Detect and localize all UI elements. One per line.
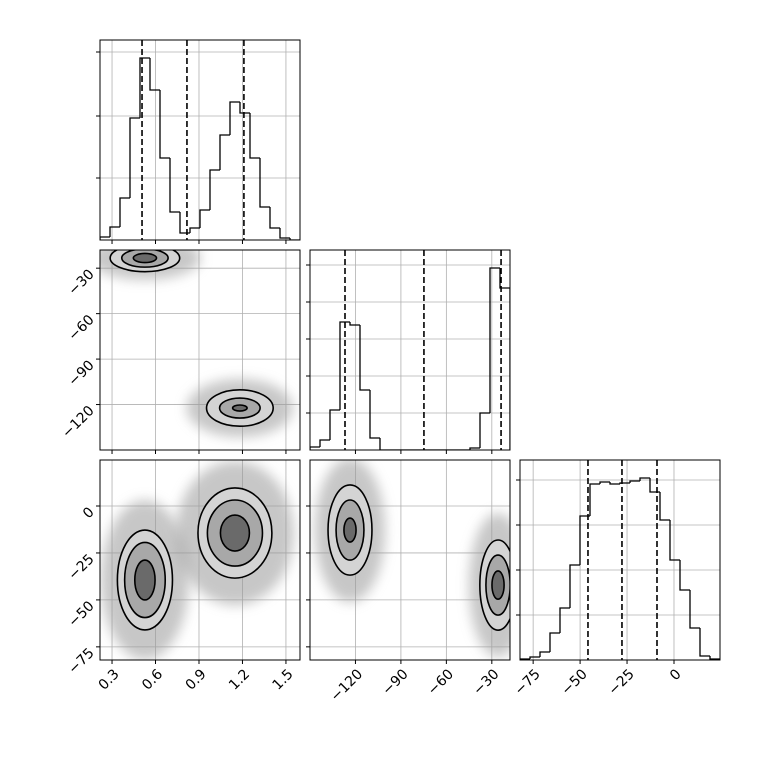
histogram-step	[119, 197, 130, 227]
histogram-step	[679, 560, 690, 591]
histogram-step	[669, 520, 680, 561]
histogram-step	[629, 480, 640, 483]
histogram-step	[379, 438, 390, 450]
histogram-step	[559, 607, 570, 633]
histogram-step	[659, 492, 670, 521]
y-tick-label: −120	[59, 403, 98, 442]
x-tick-label: −60	[425, 666, 457, 698]
histogram-step	[539, 651, 550, 657]
histogram-step	[589, 483, 600, 516]
histogram-step	[239, 102, 250, 114]
density-panel	[314, 460, 510, 658]
contour	[133, 559, 156, 601]
y-tick-label: −25	[65, 551, 97, 583]
density-panel	[100, 250, 294, 438]
histogram-step	[179, 212, 190, 234]
histogram-step	[189, 227, 200, 233]
histogram-step	[319, 439, 330, 447]
density-panel	[100, 460, 295, 660]
contour	[491, 570, 505, 600]
x-tick-label: 1.5	[270, 666, 297, 693]
histogram-step	[149, 58, 160, 91]
contour	[132, 252, 158, 264]
histogram-step	[349, 322, 360, 326]
histogram-step	[279, 228, 290, 239]
histogram-step	[219, 134, 230, 170]
histogram-step	[689, 590, 700, 629]
histogram-step	[619, 482, 630, 484]
histogram-step	[529, 656, 540, 659]
histogram-step	[699, 628, 710, 657]
x-tick-label: −50	[559, 666, 591, 698]
histogram-step	[499, 268, 510, 450]
histogram-step	[129, 117, 140, 198]
histogram-step	[259, 158, 270, 208]
panel-frame	[309, 249, 511, 451]
histogram-step	[369, 390, 380, 439]
histogram-step	[569, 564, 580, 608]
y-tick-label: −90	[65, 357, 97, 389]
y-tick-label: 0	[80, 504, 98, 522]
panel-frame	[519, 459, 721, 661]
y-tick-label: −30	[65, 267, 97, 299]
histogram-step	[359, 325, 370, 391]
x-tick-label: 0.6	[139, 666, 166, 693]
histogram-step	[549, 632, 560, 652]
contour	[343, 517, 357, 543]
histogram-step	[709, 656, 720, 660]
x-tick-label: 0	[667, 666, 685, 684]
x-tick-label: 1.2	[226, 666, 253, 693]
x-tick-label: −90	[379, 666, 411, 698]
panel-frame	[99, 459, 301, 661]
histogram-step	[329, 409, 340, 440]
histogram-step	[209, 169, 220, 210]
x-tick-label: 0.3	[96, 666, 123, 693]
histogram-step	[199, 209, 210, 228]
x-tick-label: −25	[605, 666, 637, 698]
y-tick-label: −60	[65, 312, 97, 344]
histogram-step	[469, 447, 480, 450]
histogram-step	[520, 658, 530, 660]
histogram-step	[639, 477, 650, 481]
panel-frame	[309, 459, 511, 661]
x-tick-label: −30	[470, 666, 502, 698]
panel-frame	[99, 39, 301, 241]
histogram-step	[229, 101, 240, 135]
histogram-step	[169, 158, 180, 213]
histogram-step	[579, 515, 590, 565]
histogram-step	[269, 207, 280, 229]
histogram-step	[339, 321, 350, 410]
contour	[219, 514, 251, 552]
histogram-step	[489, 267, 500, 413]
histogram-step	[249, 113, 260, 159]
x-tick-label: 0.9	[183, 666, 210, 693]
histogram-step	[159, 90, 170, 159]
histogram-step	[289, 238, 300, 240]
histogram-step	[609, 482, 620, 485]
x-tick-label: −120	[328, 666, 367, 705]
histogram-step	[139, 57, 150, 118]
x-tick-label: −75	[512, 666, 544, 698]
histogram-step	[479, 412, 490, 448]
histogram-step	[310, 446, 320, 450]
histogram-step	[599, 481, 610, 484]
histogram-step	[100, 236, 110, 240]
y-tick-label: −75	[65, 645, 97, 677]
y-tick-label: −50	[65, 598, 97, 630]
histogram-step	[109, 226, 120, 237]
panel-frame	[99, 249, 301, 451]
contour	[231, 404, 248, 412]
